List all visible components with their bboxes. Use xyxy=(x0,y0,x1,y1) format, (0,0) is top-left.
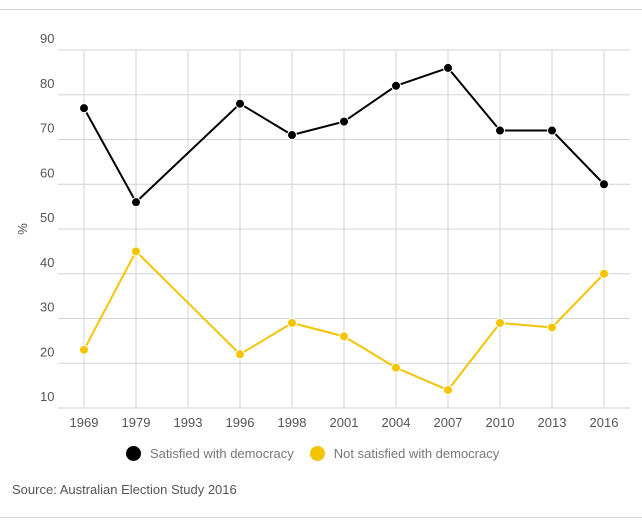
x-tick-label: 2013 xyxy=(538,415,567,430)
y-tick-label: 90 xyxy=(40,31,54,46)
x-tick-label: 2004 xyxy=(382,415,411,430)
x-tick-label: 2010 xyxy=(486,415,515,430)
legend-item-not-satisfied: Not satisfied with democracy xyxy=(309,445,500,461)
legend-swatch-not-satisfied xyxy=(309,445,325,461)
legend-item-satisfied: Satisfied with democracy xyxy=(126,445,294,461)
data-point-not-satisfied xyxy=(547,322,557,333)
y-tick-label: 10 xyxy=(40,389,54,404)
x-tick-label: 2007 xyxy=(434,415,463,430)
series-line-satisfied xyxy=(83,66,605,204)
data-point-satisfied xyxy=(131,197,141,208)
data-point-not-satisfied xyxy=(495,317,505,328)
data-point-not-satisfied xyxy=(79,344,89,355)
y-tick-label: 30 xyxy=(40,300,54,315)
data-point-satisfied xyxy=(547,125,557,136)
data-point-satisfied xyxy=(391,80,401,91)
y-tick-label: 80 xyxy=(40,76,54,91)
x-tick-label: 1996 xyxy=(226,415,255,430)
legend-label-satisfied: Satisfied with democracy xyxy=(150,445,294,461)
x-tick-label: 2001 xyxy=(330,415,359,430)
chart-legend: Satisfied with democracy Not satisfied w… xyxy=(126,443,515,463)
x-tick-label: 2016 xyxy=(590,415,619,430)
y-tick-label: 60 xyxy=(40,165,54,180)
top-rule xyxy=(0,9,642,10)
y-tick-label: 50 xyxy=(40,210,54,225)
data-point-not-satisfied xyxy=(287,317,297,328)
data-point-satisfied xyxy=(599,179,609,190)
y-tick-label: 40 xyxy=(40,255,54,270)
x-tick-label: 1979 xyxy=(122,415,151,430)
data-point-satisfied xyxy=(495,125,505,136)
data-point-satisfied xyxy=(339,116,349,127)
y-tick-label: 70 xyxy=(40,121,54,136)
legend-label-not-satisfied: Not satisfied with democracy xyxy=(333,445,500,461)
data-point-not-satisfied xyxy=(391,362,401,373)
bottom-rule xyxy=(0,517,642,518)
data-point-not-satisfied xyxy=(443,385,453,396)
data-point-satisfied xyxy=(79,103,89,114)
source-note: Source: Australian Election Study 2016 xyxy=(12,482,237,497)
x-tick-label: 1969 xyxy=(70,415,99,430)
data-point-satisfied xyxy=(235,98,245,109)
data-point-not-satisfied xyxy=(599,268,609,279)
data-point-not-satisfied xyxy=(131,246,141,257)
data-point-not-satisfied xyxy=(235,349,245,360)
y-tick-label: 20 xyxy=(40,344,54,359)
series-line-not-satisfied xyxy=(83,250,605,392)
data-point-satisfied xyxy=(443,62,453,73)
data-point-not-satisfied xyxy=(339,331,349,342)
legend-swatch-satisfied xyxy=(126,445,141,461)
x-tick-label: 1998 xyxy=(278,415,307,430)
data-point-satisfied xyxy=(287,130,297,141)
x-tick-label: 1993 xyxy=(174,415,203,430)
y-axis-label: % xyxy=(15,223,30,235)
